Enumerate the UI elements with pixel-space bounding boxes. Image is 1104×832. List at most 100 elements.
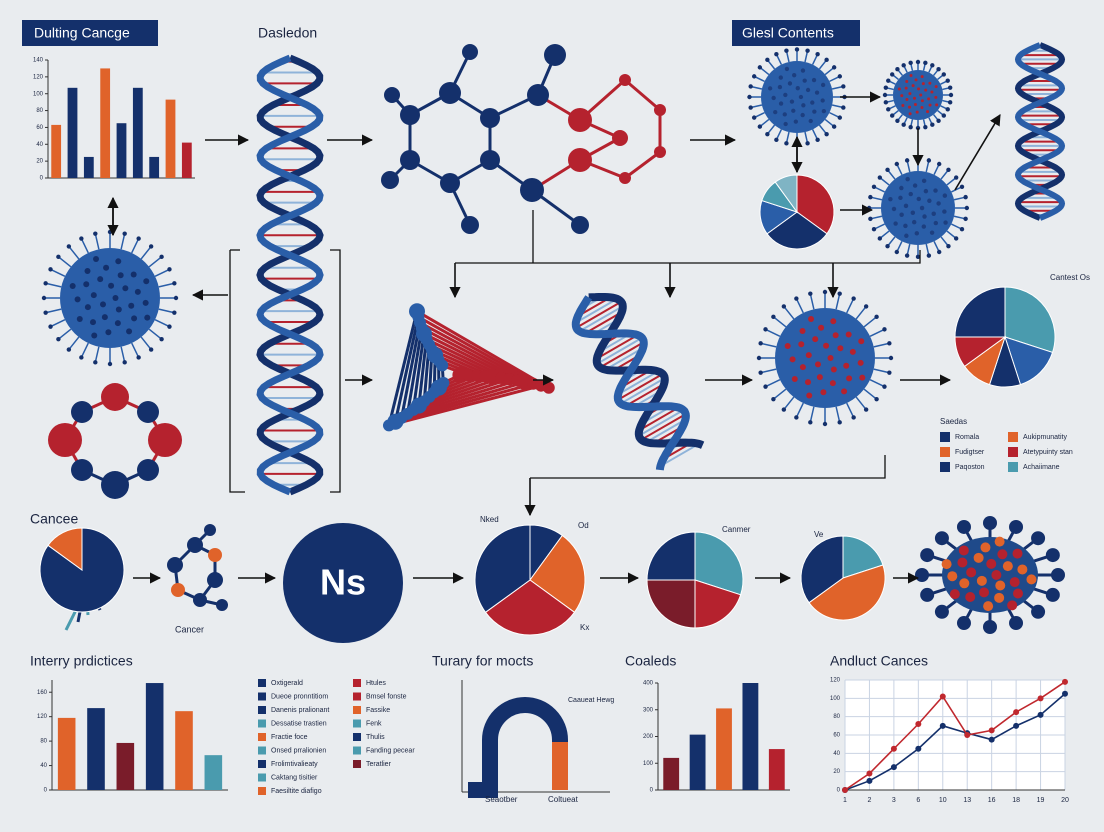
virus-dot: [905, 80, 909, 84]
legend-label: Fassike: [366, 707, 390, 714]
spike-tip: [79, 236, 84, 241]
pie-label: Od: [578, 521, 589, 530]
virus-dot: [91, 332, 98, 339]
virus-dot: [921, 178, 927, 184]
strand: [256, 54, 324, 496]
rung: [617, 373, 664, 401]
virus-dot: [800, 68, 806, 73]
atom: [400, 150, 420, 170]
legend-label: Onsed prralionien: [271, 747, 326, 754]
atom: [409, 303, 426, 320]
virus-dot: [829, 380, 836, 387]
cluster-dot: [959, 578, 970, 589]
spike: [831, 85, 843, 90]
spike-tip: [66, 347, 72, 352]
spike: [873, 368, 889, 374]
virus-dot: [837, 345, 844, 352]
bar: [132, 87, 143, 178]
virus-dot: [898, 195, 903, 201]
spike: [766, 379, 781, 387]
cluster-dot: [979, 587, 990, 598]
spike-tip: [122, 360, 127, 365]
spike-tip: [874, 314, 879, 320]
spike-tip: [815, 137, 820, 143]
cluster-dot: [986, 558, 997, 569]
spike: [953, 196, 966, 201]
spike: [131, 239, 139, 254]
spike: [887, 236, 896, 247]
virus-dot: [103, 264, 110, 271]
spike-tip: [887, 341, 892, 346]
spike: [751, 85, 763, 90]
y-tick-label: 40: [40, 763, 47, 769]
virus-dot: [857, 359, 864, 366]
bar: [145, 683, 164, 790]
spike: [46, 282, 62, 288]
virus-dot: [771, 95, 776, 101]
legend-swatch: [940, 462, 950, 472]
legend-label: Thulis: [366, 734, 385, 741]
spike: [68, 246, 80, 260]
virus-dot: [99, 301, 106, 308]
point: [866, 770, 873, 777]
legend-swatch: [258, 787, 266, 795]
spike: [148, 328, 162, 340]
y-tick-label: 120: [37, 714, 48, 720]
virus-dot: [919, 93, 923, 97]
virus-dot: [812, 109, 817, 114]
spike: [835, 406, 841, 422]
connector: [330, 249, 341, 493]
rung: [640, 413, 687, 441]
spike-tip: [941, 113, 947, 118]
spike: [120, 234, 126, 250]
virus-dot: [845, 331, 852, 338]
bond: [387, 310, 419, 426]
atom: [612, 130, 628, 146]
spike-tip: [904, 253, 910, 258]
arch: [468, 697, 568, 798]
spike: [796, 402, 804, 417]
pie-slice: [694, 531, 744, 596]
spike-tip: [758, 341, 763, 346]
virus-dot: [83, 281, 90, 288]
virus-dot: [908, 112, 912, 116]
pie-label: Nked: [480, 515, 499, 524]
spike-tip: [841, 105, 846, 110]
atom: [101, 383, 129, 411]
virus-dot: [114, 320, 121, 327]
cluster-dot: [1009, 577, 1020, 588]
virus-dot: [84, 268, 91, 275]
atom: [137, 401, 159, 423]
pie-label: Ve: [814, 530, 824, 539]
spike-tip: [948, 92, 954, 98]
bar: [663, 757, 680, 790]
spike: [925, 243, 930, 256]
legend-label: Aukipmunatity: [1023, 434, 1067, 441]
spike-tip: [915, 254, 921, 260]
virus-dot: [942, 193, 948, 198]
virus-dot: [914, 231, 920, 236]
spike: [776, 54, 783, 65]
spike: [824, 67, 835, 76]
spike-tip: [748, 105, 753, 110]
legend-swatch: [258, 746, 266, 755]
legend-label: Dueoe pronntitiom: [271, 693, 328, 700]
legend-label: Frolimtivalieaty: [271, 761, 318, 768]
spike-tip: [841, 84, 846, 89]
virus-dot: [931, 211, 936, 216]
connector: [455, 250, 921, 264]
virus-dot: [917, 87, 921, 91]
atom: [544, 44, 566, 66]
rung: [659, 442, 700, 467]
chart-title: Cancee: [30, 511, 78, 527]
dna-helix: [256, 54, 324, 496]
title-box: [22, 20, 158, 46]
atom: [571, 216, 589, 234]
cluster-dot: [958, 545, 969, 556]
spike-tip: [946, 243, 951, 249]
spike-tip: [756, 355, 762, 361]
spike: [896, 241, 903, 252]
virus-dot: [789, 356, 796, 363]
atom: [1045, 587, 1060, 602]
spike-tip: [888, 355, 894, 361]
